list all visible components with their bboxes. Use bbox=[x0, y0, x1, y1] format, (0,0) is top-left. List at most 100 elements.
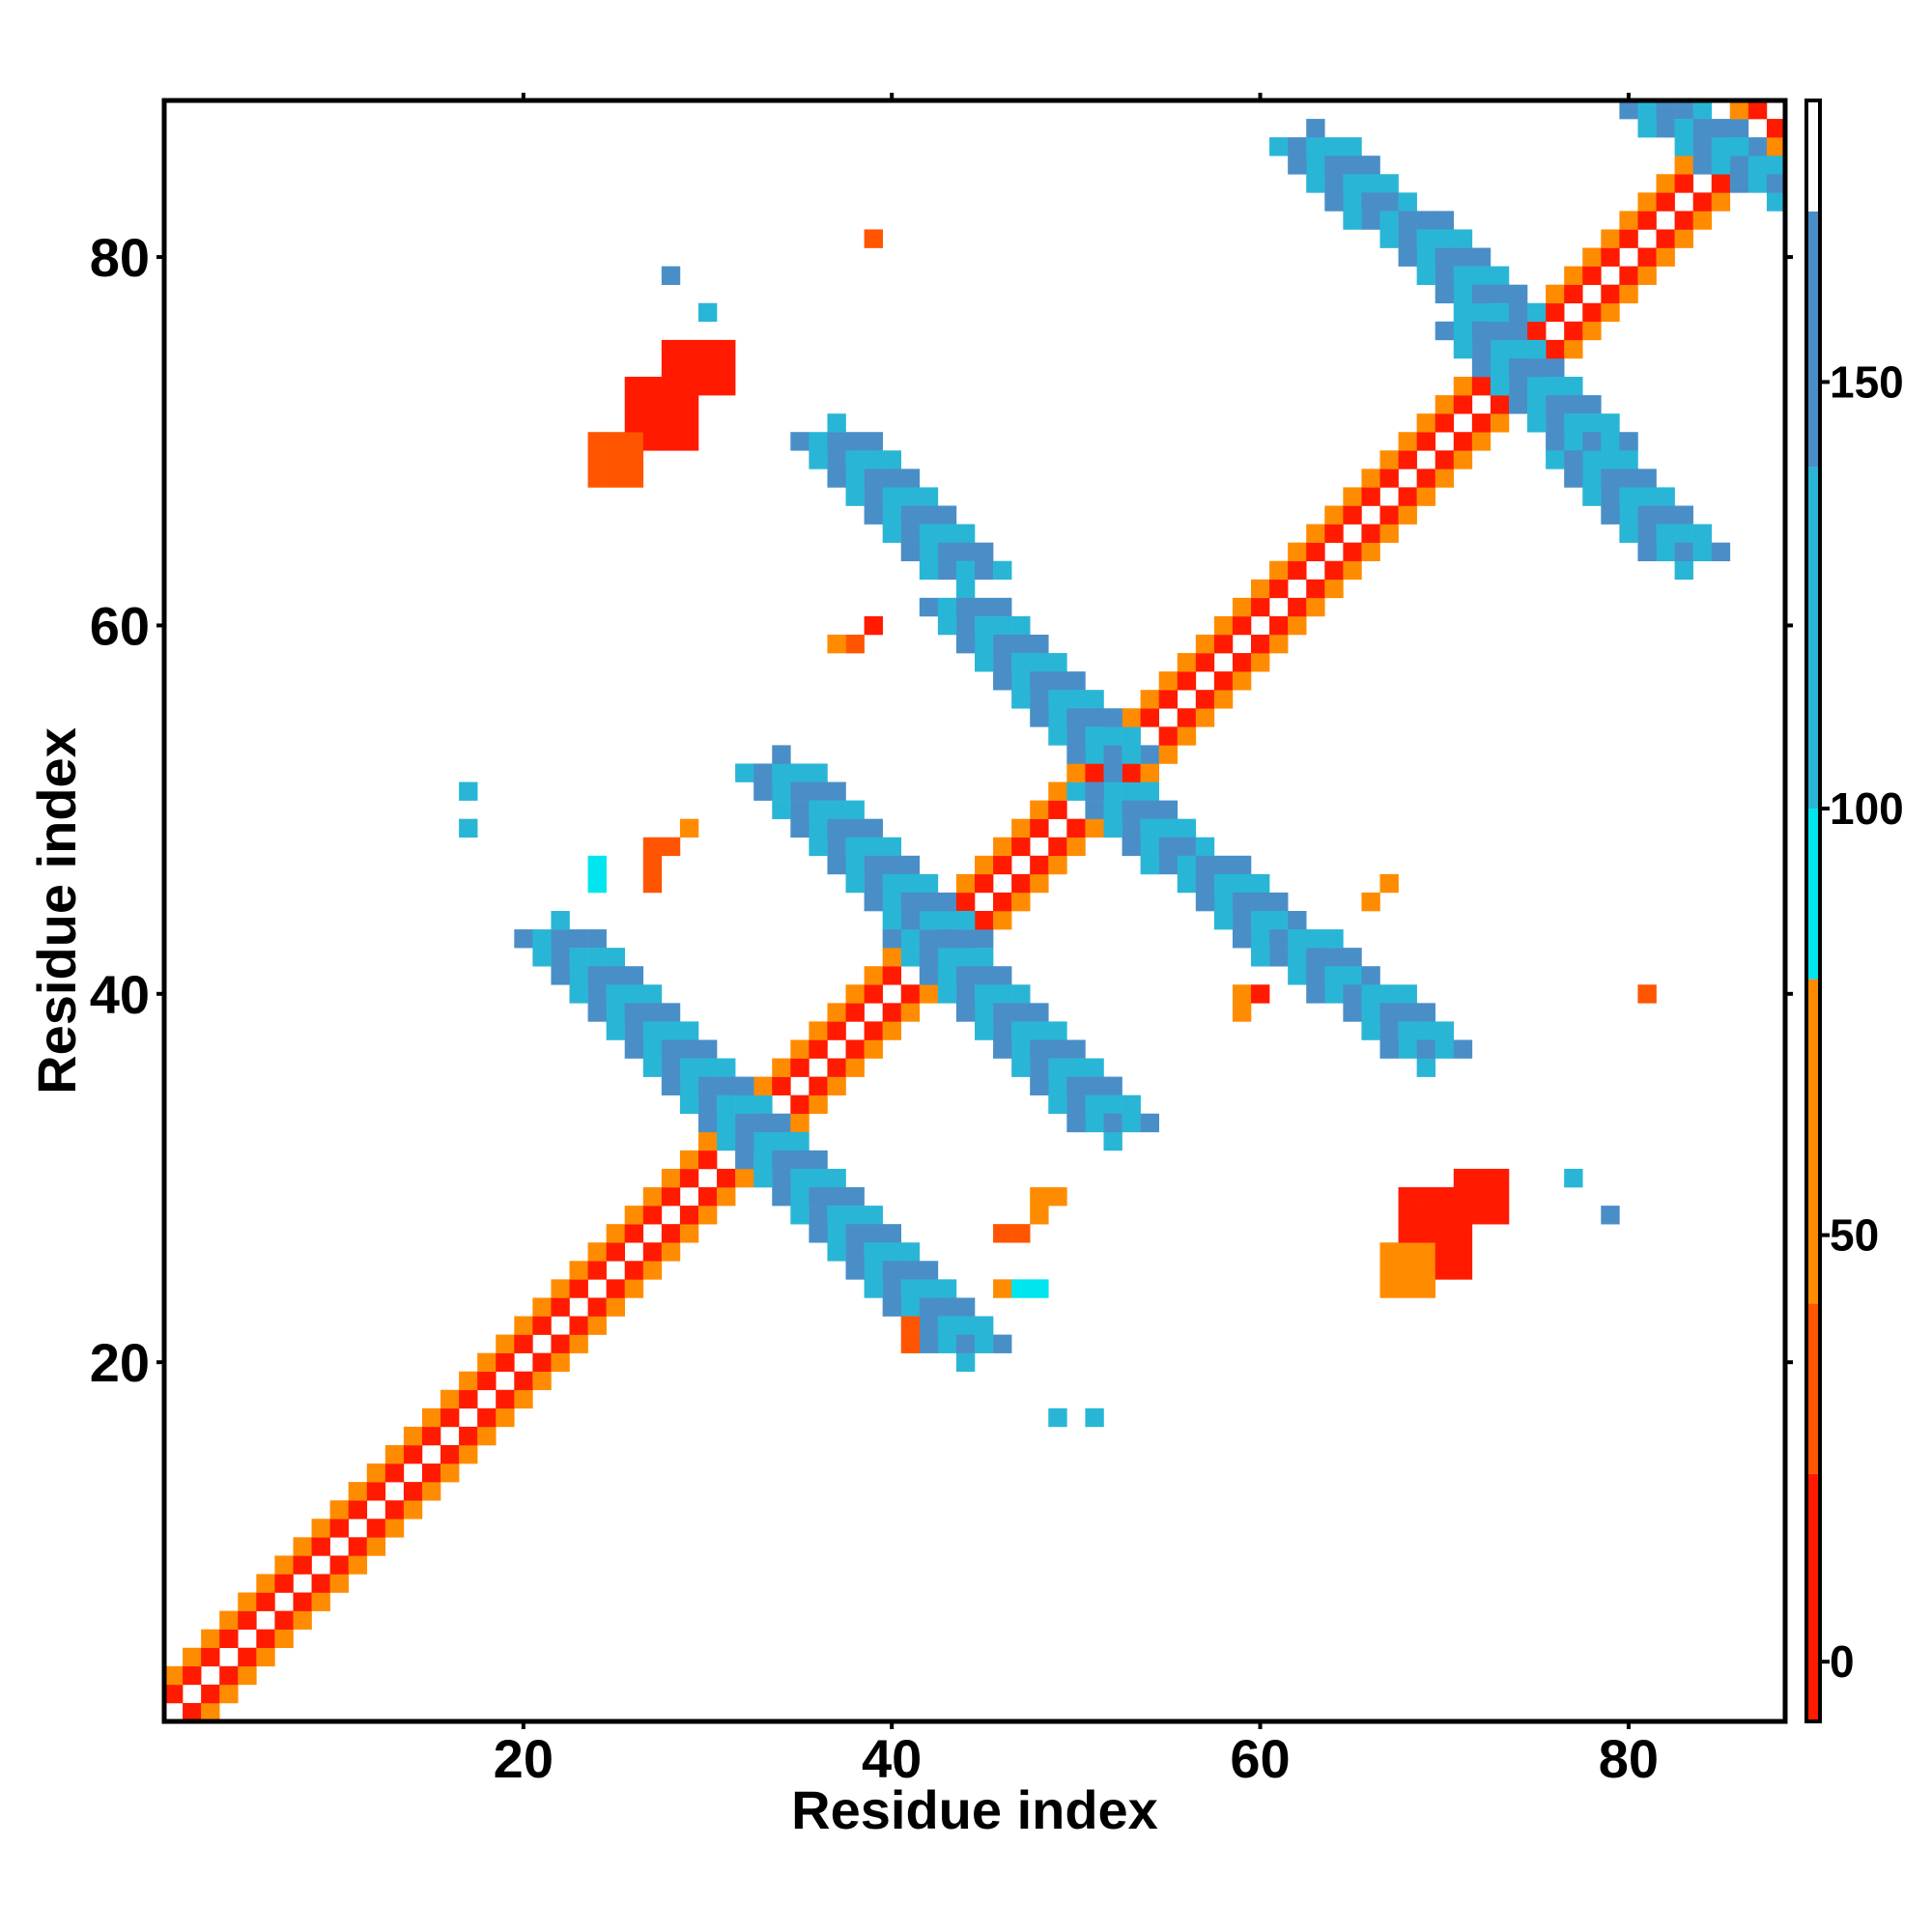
heatmap-cell bbox=[1324, 560, 1344, 581]
heatmap-cell bbox=[624, 395, 644, 414]
heatmap-cell bbox=[1343, 487, 1362, 506]
heatmap-cell bbox=[1048, 690, 1067, 709]
y-tick-label: 40 bbox=[90, 964, 150, 1025]
heatmap-cell bbox=[348, 1482, 368, 1501]
heatmap-cell bbox=[1637, 266, 1657, 285]
heatmap-cell bbox=[219, 1684, 239, 1704]
heatmap-cell bbox=[1637, 100, 1657, 120]
heatmap-cell bbox=[1158, 818, 1179, 838]
heatmap-cell bbox=[1324, 579, 1344, 599]
heatmap-cell bbox=[697, 357, 718, 378]
heatmap-cell bbox=[1692, 542, 1713, 562]
heatmap-cell bbox=[1674, 229, 1693, 248]
heatmap-cell bbox=[1766, 174, 1786, 193]
heatmap-cell bbox=[809, 818, 828, 838]
heatmap-cell bbox=[882, 911, 902, 930]
heatmap-cell bbox=[1453, 395, 1473, 414]
heatmap-cell bbox=[1306, 174, 1325, 193]
heatmap-cell bbox=[735, 1150, 754, 1170]
heatmap-cell bbox=[1637, 542, 1657, 562]
heatmap-cell bbox=[1030, 653, 1049, 672]
heatmap-cell bbox=[1453, 1224, 1473, 1243]
heatmap-cell bbox=[551, 1352, 570, 1373]
heatmap-cell bbox=[955, 873, 976, 894]
heatmap-cell bbox=[459, 781, 478, 801]
heatmap-cell bbox=[1030, 1206, 1049, 1225]
heatmap-cell bbox=[1453, 1168, 1473, 1188]
heatmap-cell bbox=[1398, 984, 1417, 1004]
y-tick-label: 60 bbox=[90, 595, 150, 656]
heatmap-cell bbox=[1656, 192, 1675, 212]
heatmap-cell bbox=[790, 781, 810, 801]
heatmap-cell bbox=[1324, 156, 1344, 175]
heatmap-cell bbox=[348, 1537, 368, 1556]
heatmap-cell bbox=[1582, 321, 1602, 341]
heatmap-cell bbox=[790, 1187, 810, 1207]
heatmap-cell bbox=[1011, 1039, 1031, 1059]
heatmap-cell bbox=[1527, 302, 1547, 323]
heatmap-cell bbox=[514, 1316, 533, 1335]
heatmap-cell bbox=[164, 1684, 184, 1704]
heatmap-cell bbox=[1011, 984, 1031, 1004]
heatmap-cell bbox=[1416, 229, 1436, 248]
heatmap-cell bbox=[1232, 929, 1252, 949]
heatmap-cell bbox=[532, 948, 552, 967]
heatmap-cell bbox=[1453, 339, 1473, 359]
heatmap-cell bbox=[1508, 395, 1528, 414]
heatmap-cell bbox=[1288, 137, 1307, 156]
heatmap-cell bbox=[1416, 211, 1436, 230]
heatmap-cell bbox=[809, 1150, 828, 1170]
heatmap-cell bbox=[642, 873, 663, 894]
heatmap-cell bbox=[679, 1021, 699, 1040]
heatmap-cell bbox=[900, 542, 921, 562]
heatmap-cell bbox=[1177, 855, 1197, 875]
heatmap-cell bbox=[937, 560, 957, 581]
heatmap-cell bbox=[1195, 634, 1215, 654]
heatmap-cell bbox=[1471, 1206, 1492, 1225]
heatmap-cell bbox=[1619, 432, 1638, 451]
heatmap-cell bbox=[679, 1058, 699, 1077]
heatmap-cell bbox=[772, 781, 791, 801]
colorbar-segment bbox=[1806, 100, 1820, 212]
heatmap-cell bbox=[827, 1076, 846, 1095]
heatmap-cell bbox=[1085, 1407, 1104, 1428]
heatmap-cell bbox=[1619, 450, 1638, 469]
heatmap-cell bbox=[1011, 690, 1031, 709]
heatmap-cell bbox=[900, 984, 921, 1004]
heatmap-cell bbox=[1471, 321, 1492, 341]
heatmap-cell bbox=[366, 1463, 386, 1483]
heatmap-cell bbox=[679, 1224, 699, 1243]
heatmap-cell bbox=[1508, 339, 1528, 359]
heatmap-cell bbox=[937, 966, 957, 985]
heatmap-cell bbox=[1122, 818, 1141, 838]
heatmap-cell bbox=[183, 1665, 202, 1686]
heatmap-cell bbox=[900, 505, 921, 525]
heatmap-cell bbox=[1288, 615, 1307, 636]
heatmap-cell bbox=[753, 763, 773, 782]
heatmap-cell bbox=[219, 1629, 239, 1649]
heatmap-cell bbox=[1546, 395, 1565, 414]
heatmap-cell bbox=[900, 1279, 921, 1298]
heatmap-cell bbox=[790, 763, 810, 782]
heatmap-cell bbox=[624, 984, 644, 1004]
heatmap-cell bbox=[1619, 100, 1638, 120]
heatmap-cell bbox=[1251, 634, 1270, 654]
heatmap-cell bbox=[1453, 1242, 1473, 1262]
heatmap-cell bbox=[1729, 100, 1749, 120]
heatmap-cell bbox=[993, 1334, 1012, 1353]
heatmap-cell bbox=[606, 966, 626, 985]
heatmap-cell bbox=[311, 1592, 330, 1611]
heatmap-cell bbox=[1324, 505, 1344, 525]
heatmap-cell bbox=[679, 357, 699, 378]
heatmap-cell bbox=[864, 1039, 883, 1059]
heatmap-cell bbox=[1030, 855, 1049, 875]
heatmap-cell bbox=[937, 542, 957, 562]
heatmap-cell bbox=[1601, 229, 1620, 248]
heatmap-cell bbox=[1398, 487, 1417, 506]
heatmap-cell bbox=[587, 966, 607, 985]
heatmap-cell bbox=[919, 1316, 939, 1335]
heatmap-cell bbox=[955, 929, 976, 949]
heatmap-cell bbox=[1030, 873, 1049, 894]
colorbar-segment bbox=[1806, 979, 1820, 1304]
heatmap-cell bbox=[1343, 560, 1362, 581]
